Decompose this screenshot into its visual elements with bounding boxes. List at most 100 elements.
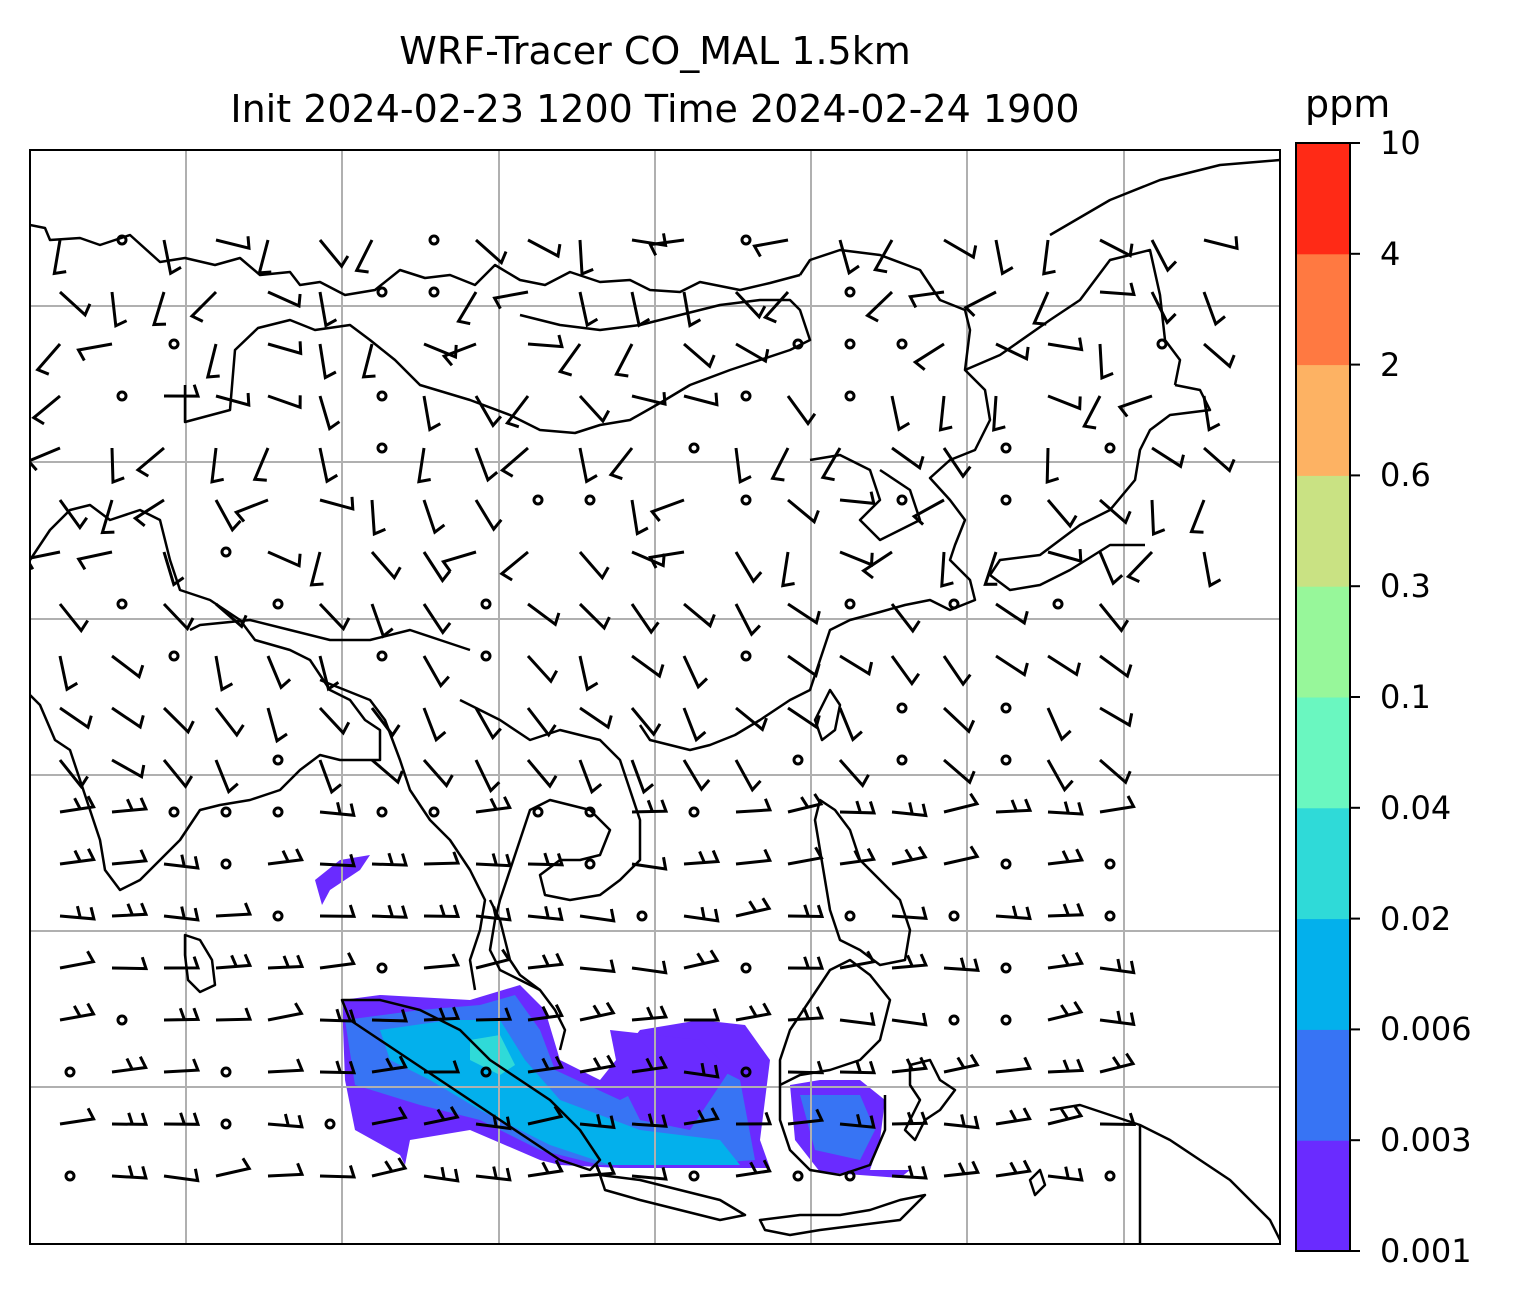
wind-barb [1099, 795, 1136, 814]
wind-barb [441, 342, 477, 367]
wind-barb [504, 395, 530, 429]
wind-barb [475, 1166, 512, 1182]
wind-barb [787, 654, 821, 678]
wind-barb [578, 239, 594, 277]
wind-barb [735, 798, 773, 814]
wind-barb [1150, 239, 1178, 273]
wind-barb [994, 239, 1014, 276]
coast-taiwan [813, 688, 842, 742]
gridlines [30, 150, 1280, 1244]
wind-barb [838, 707, 863, 743]
wind-barb [475, 796, 512, 814]
wind-barb [943, 758, 976, 785]
wind-barb [215, 902, 253, 918]
wind-barb [1047, 1058, 1085, 1074]
wind-barb [631, 233, 668, 248]
wind-barb [787, 1060, 825, 1075]
wind-barb [683, 906, 720, 923]
wind-barb [162, 551, 185, 587]
coast-malay-peninsula [488, 899, 567, 1051]
wind-barb [995, 342, 1030, 362]
calm-circle [1104, 442, 1116, 454]
calm-circle [428, 234, 440, 246]
wind-barb [995, 1107, 1032, 1126]
calm-circle [740, 234, 752, 246]
wind-barb [579, 706, 613, 730]
wind-barb [30, 550, 61, 570]
wind-barb [215, 1157, 252, 1178]
wind-barb [371, 1157, 408, 1178]
colorbar-tick-label: 10 [1380, 124, 1421, 162]
wind-barb [682, 655, 709, 690]
wind-barb [100, 499, 115, 535]
calm-circle [896, 702, 908, 714]
coast-mongolia-south [183, 298, 812, 435]
wind-barb [891, 802, 928, 818]
calm-circle [532, 806, 544, 818]
wind-barb [267, 1002, 304, 1022]
wind-barb [682, 759, 711, 792]
wind-barb [995, 602, 1029, 626]
wind-barb [111, 956, 149, 971]
calm-circle [688, 806, 700, 818]
wind-barb [943, 1160, 981, 1178]
calm-circle [220, 546, 232, 558]
wind-barb [891, 1056, 929, 1074]
wind-barb [787, 793, 824, 814]
wind-barb [631, 1005, 669, 1022]
wind-barb [770, 447, 790, 482]
wind-barb [475, 1114, 512, 1131]
tracer-plume-mid [610, 1030, 730, 1130]
wind-barb [319, 1165, 357, 1179]
wind-barb [423, 1006, 461, 1022]
wind-barb [630, 499, 649, 536]
wind-barb [579, 1113, 616, 1130]
wind-barb [163, 1168, 200, 1183]
wind-barb [422, 707, 447, 743]
wind-barb [527, 602, 561, 627]
wind-barb [631, 1113, 668, 1128]
wind-barb [891, 446, 925, 471]
calm-circle [896, 754, 908, 766]
wind-barb [267, 290, 302, 309]
wind-barb [683, 392, 719, 407]
wind-barb [579, 1161, 617, 1178]
wind-barb [787, 602, 821, 626]
wind-barb [631, 391, 667, 407]
wind-barb [1047, 951, 1085, 970]
wind-barb [648, 238, 685, 256]
calm-circle [1000, 1014, 1012, 1026]
wind-barb [111, 1165, 148, 1180]
wind-barb [1203, 236, 1239, 251]
wind-barb [474, 759, 501, 794]
calm-circle [480, 598, 492, 610]
wind-barb [163, 1112, 201, 1126]
wind-barb [891, 1111, 929, 1126]
wind-barb [1047, 654, 1081, 677]
wind-barb [1099, 758, 1132, 785]
calm-circle [376, 286, 388, 298]
wind-barb [630, 759, 655, 795]
wind-barb [354, 239, 374, 274]
wind-barb [319, 853, 357, 868]
wind-barb [787, 1006, 825, 1022]
wind-barb [527, 238, 562, 259]
wind-barb [578, 447, 598, 484]
wind-barb [1046, 707, 1072, 742]
wind-barb [58, 290, 92, 318]
wind-barb [1032, 291, 1050, 326]
wind-barb [942, 447, 972, 479]
wind-barb [111, 758, 146, 780]
wind-barb [189, 290, 218, 323]
wind-barb [319, 1008, 357, 1023]
wind-barb [163, 906, 200, 922]
wind-barb [499, 446, 529, 478]
calm-circle [792, 754, 804, 766]
wind-barb [319, 496, 355, 511]
wind-barb [839, 1012, 876, 1026]
wind-barb [839, 491, 876, 506]
calm-circle [948, 1014, 960, 1026]
calm-circle [584, 494, 596, 506]
wind-barb [912, 342, 945, 371]
wind-barb [631, 856, 668, 871]
